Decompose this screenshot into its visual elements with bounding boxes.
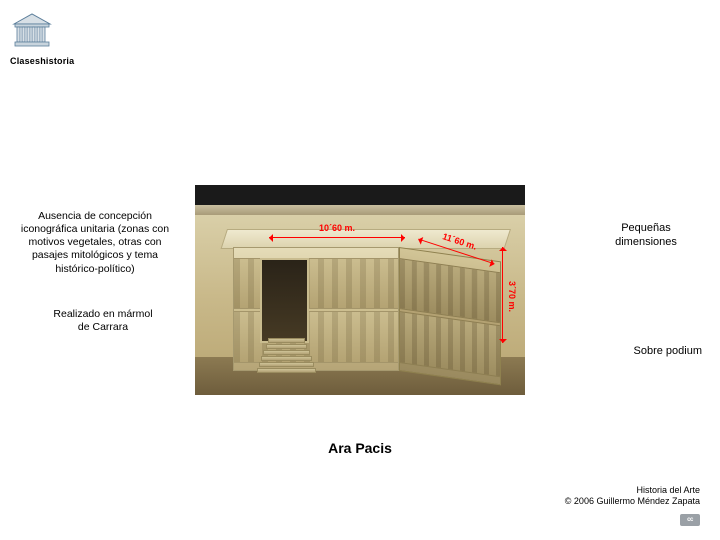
- relief-side-lower: [400, 312, 500, 377]
- dimension-height-label: 3´70 m.: [507, 281, 517, 312]
- note-material: Realizado en mármol de Carrara: [48, 308, 158, 334]
- figure-background-dark: [195, 185, 525, 205]
- dimension-height-line: [502, 247, 503, 343]
- cc-badge-icon: cc: [680, 514, 700, 526]
- note-iconography: Ausencia de concepción iconográfica unit…: [10, 210, 180, 276]
- altar-doorway: [260, 258, 309, 343]
- altar-steps: [257, 338, 316, 374]
- caption: Ara Pacis: [0, 440, 720, 456]
- parthenon-icon: [12, 12, 52, 48]
- figure-roofline: [195, 205, 525, 215]
- figure-ara-pacis: 10´60 m. 11´60 m. 3´70 m.: [195, 185, 525, 395]
- credits-line-2: © 2006 Guillermo Méndez Zapata: [565, 496, 700, 508]
- dimension-front: 10´60 m.: [269, 229, 405, 245]
- brand-label: Claseshistoria: [10, 56, 74, 66]
- note-dimensions: Pequeñas dimensiones: [596, 222, 696, 250]
- dimension-height: 3´70 m.: [495, 247, 509, 343]
- dimension-front-label: 10´60 m.: [269, 223, 405, 233]
- credits-line-1: Historia del Arte: [565, 485, 700, 497]
- relief-front-upper: [234, 258, 398, 309]
- credits: Historia del Arte © 2006 Guillermo Ménde…: [565, 485, 700, 508]
- altar-front-wall: [233, 247, 399, 371]
- logo: [12, 12, 52, 48]
- dimension-front-line: [269, 237, 405, 238]
- note-podium: Sobre podium: [634, 345, 703, 357]
